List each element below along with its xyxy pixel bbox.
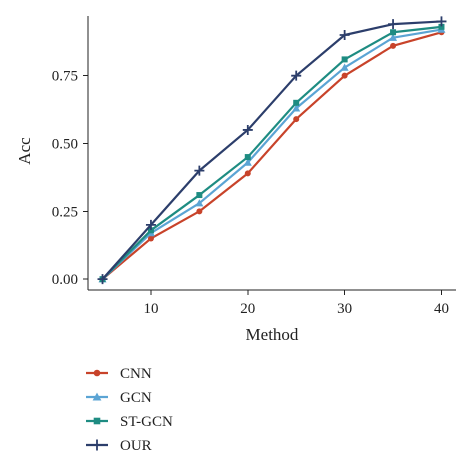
data-point-cnn [244,170,251,177]
y-tick-label: 0.75 [52,69,78,85]
data-point-cnn [390,42,397,49]
plot-area: 10 20 30 40 0.00 0.25 0.50 0.75 [52,16,456,317]
data-point-cnn [147,235,154,242]
series-st-gcn [99,23,445,283]
y-ticks: 0.00 0.25 0.50 0.75 [52,69,88,288]
data-point-our [388,19,399,30]
legend-label-st-gcn: ST-GCN [120,414,173,430]
data-point-our [145,219,156,230]
data-point-cnn [196,208,203,215]
legend-label-gcn: GCN [120,390,152,406]
data-point-st-gcn [244,154,251,161]
data-point-st-gcn [293,99,300,106]
series-our [97,16,447,285]
data-point-st-gcn [147,227,154,234]
series-cnn [99,29,445,283]
data-point-st-gcn [341,56,348,63]
y-tick-label: 0.25 [52,204,78,220]
data-point-our [97,274,108,285]
series-line-our [101,20,442,280]
x-tick-label: 10 [143,301,158,317]
legend-item-gcn: GCN [86,390,152,406]
x-tick-label: 30 [337,301,352,317]
x-tick-label: 20 [240,301,255,317]
legend-marker [93,417,101,425]
data-point-our [291,70,302,81]
data-point-gcn [292,104,301,112]
series-line-st-gcn [101,25,442,280]
data-point-gcn [389,33,398,41]
x-tick-label: 40 [434,301,449,317]
legend-marker [91,439,103,451]
data-point-gcn [195,199,204,207]
data-point-our [436,16,447,27]
data-point-our [242,124,253,135]
series-gcn [98,25,446,283]
legend: CNN GCN ST-GCN OUR [86,366,173,454]
legend-item-cnn: CNN [86,366,152,382]
series-line-gcn [101,28,442,280]
data-point-gcn [243,158,252,166]
legend-item-our: OUR [86,438,152,454]
series-layer [97,16,447,285]
data-point-st-gcn [438,23,445,30]
data-point-gcn [340,63,349,71]
series-line-cnn [101,31,442,280]
data-point-cnn [341,72,348,79]
data-point-our [194,165,205,176]
legend-marker [93,369,101,377]
data-point-st-gcn [196,192,203,199]
data-point-st-gcn [390,29,397,36]
x-ticks: 10 20 30 40 [143,290,449,317]
y-tick-label: 0.50 [52,137,78,153]
y-axis-title: Acc [15,137,34,165]
legend-marker [92,392,102,401]
legend-label-our: OUR [120,438,152,454]
data-point-cnn [293,116,300,123]
legend-label-cnn: CNN [120,366,152,382]
x-axis-title: Method [246,325,299,344]
y-tick-label: 0.00 [52,272,78,288]
data-point-our [339,29,350,40]
legend-item-st-gcn: ST-GCN [86,414,173,430]
